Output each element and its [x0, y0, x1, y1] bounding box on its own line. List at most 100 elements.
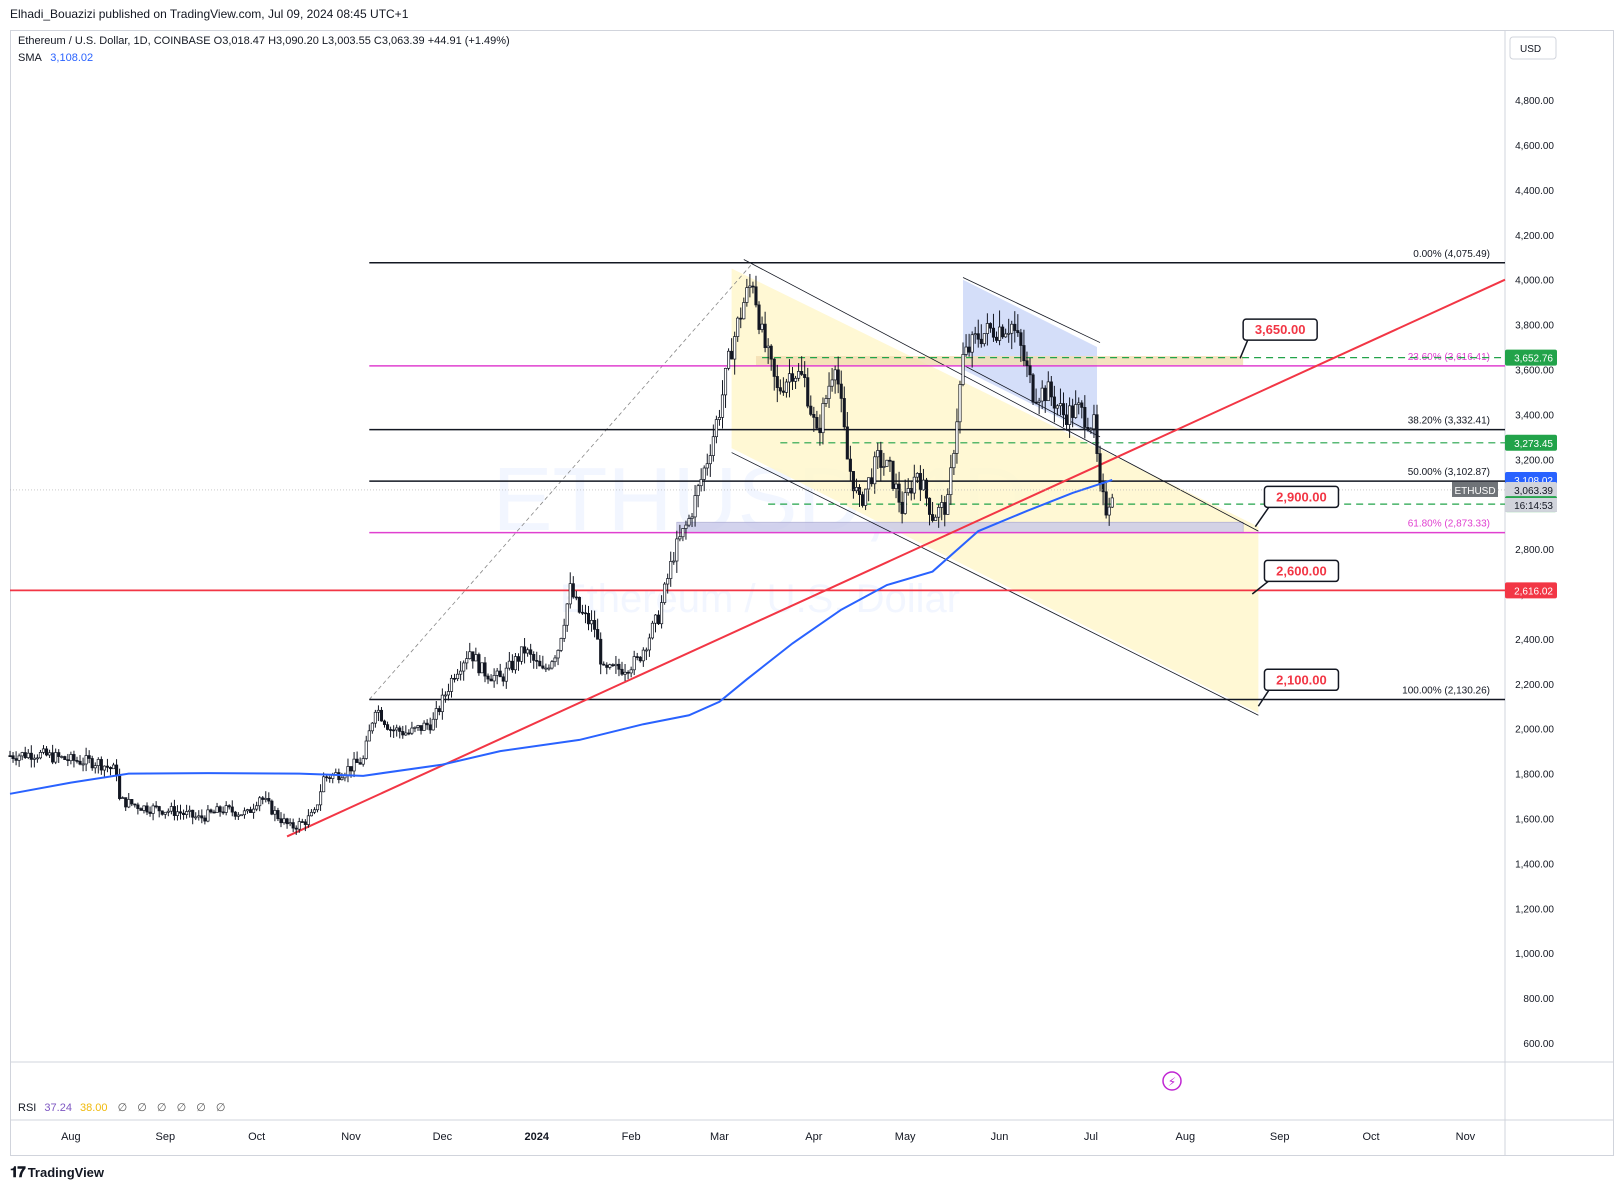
candle-body	[532, 654, 536, 661]
candle-body	[885, 459, 889, 467]
candle-body	[994, 336, 999, 341]
candle-body	[1007, 332, 1011, 335]
candle-body	[946, 494, 950, 515]
candle-body	[681, 528, 685, 538]
candle-body	[1031, 374, 1035, 403]
candle-body	[1074, 404, 1078, 418]
candle-body	[404, 732, 408, 736]
candle-body	[401, 731, 405, 736]
candle-body	[422, 722, 426, 731]
candle-body	[1092, 414, 1096, 430]
candle-body	[675, 538, 679, 562]
candle-body	[410, 727, 414, 734]
callout-label: 2,600.00	[1276, 563, 1327, 578]
candle-body	[550, 661, 554, 669]
y-tick-label: 4,200.00	[1515, 231, 1554, 242]
rsi-hidden-icon[interactable]: ∅	[176, 1102, 187, 1114]
candle-body	[72, 754, 76, 761]
callout-box	[1263, 668, 1340, 692]
price-axis-tag	[1505, 349, 1557, 366]
candle-body	[526, 649, 530, 654]
candle-body	[175, 811, 180, 816]
candle-body	[185, 811, 189, 815]
candle-body	[78, 760, 82, 765]
candle-body	[806, 377, 810, 407]
candle-body	[218, 806, 222, 813]
callout-pointer	[1257, 688, 1271, 707]
fib-level-label: 100.00% (2,130.26)	[1402, 685, 1490, 696]
candle-body	[523, 646, 527, 654]
candle-body	[261, 797, 265, 800]
candle-body	[54, 752, 58, 763]
candle-body	[1040, 387, 1044, 402]
candle-body	[462, 662, 466, 672]
candle-body	[650, 622, 655, 639]
rsi-hidden-icon[interactable]: ∅	[196, 1102, 206, 1114]
candle-body	[842, 398, 846, 428]
candle-body	[23, 752, 27, 758]
candle-body	[124, 797, 128, 808]
candle-body	[279, 818, 283, 824]
candle-body	[102, 765, 106, 771]
candle-body	[1016, 330, 1020, 334]
candle-body	[937, 507, 941, 518]
x-tick-label: 2024	[525, 1131, 550, 1143]
y-tick-label: 3,200.00	[1515, 455, 1554, 466]
candle-body	[507, 660, 511, 669]
candle-body	[790, 373, 795, 382]
candle-body	[605, 664, 609, 668]
candle-body	[495, 670, 499, 676]
rsi-hidden-icon[interactable]: ∅	[215, 1102, 226, 1114]
x-tick-label: Nov	[341, 1131, 361, 1143]
candle-body	[586, 613, 591, 625]
y-tick-label: 4,600.00	[1515, 141, 1554, 152]
candle-body	[742, 302, 746, 320]
rsi-hidden-icon[interactable]: ∅	[117, 1102, 128, 1114]
candle-body	[934, 516, 938, 521]
candle-body	[60, 756, 64, 758]
price-axis-tag	[1505, 434, 1557, 451]
rsi-hidden-icon[interactable]: ∅	[137, 1102, 147, 1114]
candle-body	[1028, 365, 1032, 376]
candle-body	[906, 488, 910, 494]
candle-body	[529, 649, 533, 655]
price-axis-tag-label: 3,063.39	[1514, 486, 1553, 497]
candle-body	[1034, 401, 1038, 404]
candle-body	[364, 740, 368, 759]
candle-body	[32, 757, 36, 760]
candle-body	[897, 483, 901, 503]
candle-body	[666, 578, 670, 585]
candle-body	[1058, 403, 1063, 407]
candle-body	[699, 479, 703, 487]
candle-body	[115, 764, 119, 776]
candle-body	[714, 419, 718, 438]
x-tick-label: May	[895, 1131, 916, 1143]
candle-body	[389, 729, 393, 731]
x-tick-label: Oct	[248, 1131, 265, 1143]
candle-body	[766, 345, 770, 349]
resistance-zone	[755, 356, 1244, 366]
candle-body	[985, 323, 989, 334]
candle-body	[641, 649, 645, 662]
candle-body	[1049, 381, 1053, 398]
rsi-hidden-icon[interactable]: ∅	[156, 1102, 167, 1114]
x-tick-label: Nov	[1456, 1131, 1476, 1143]
candle-body	[879, 450, 883, 468]
candle-body	[1077, 402, 1081, 405]
candle-body	[979, 338, 983, 345]
candle-body	[151, 805, 155, 814]
candle-body	[300, 821, 304, 823]
candle-body	[437, 708, 441, 713]
candle-body	[711, 436, 715, 456]
candle-body	[1043, 387, 1047, 402]
candle-body	[781, 390, 785, 393]
high-value: H3,090.20	[268, 35, 319, 47]
candle-body	[127, 799, 131, 808]
open-value: O3,018.47	[213, 35, 266, 47]
candle-body	[322, 776, 326, 793]
fib-level-label: 38.20% (3,332.41)	[1408, 416, 1490, 427]
tradingview-logo[interactable]: 𝟏𝟕 TradingView	[10, 1164, 104, 1181]
candle-body	[891, 460, 895, 489]
symbol-tag	[1452, 481, 1498, 497]
